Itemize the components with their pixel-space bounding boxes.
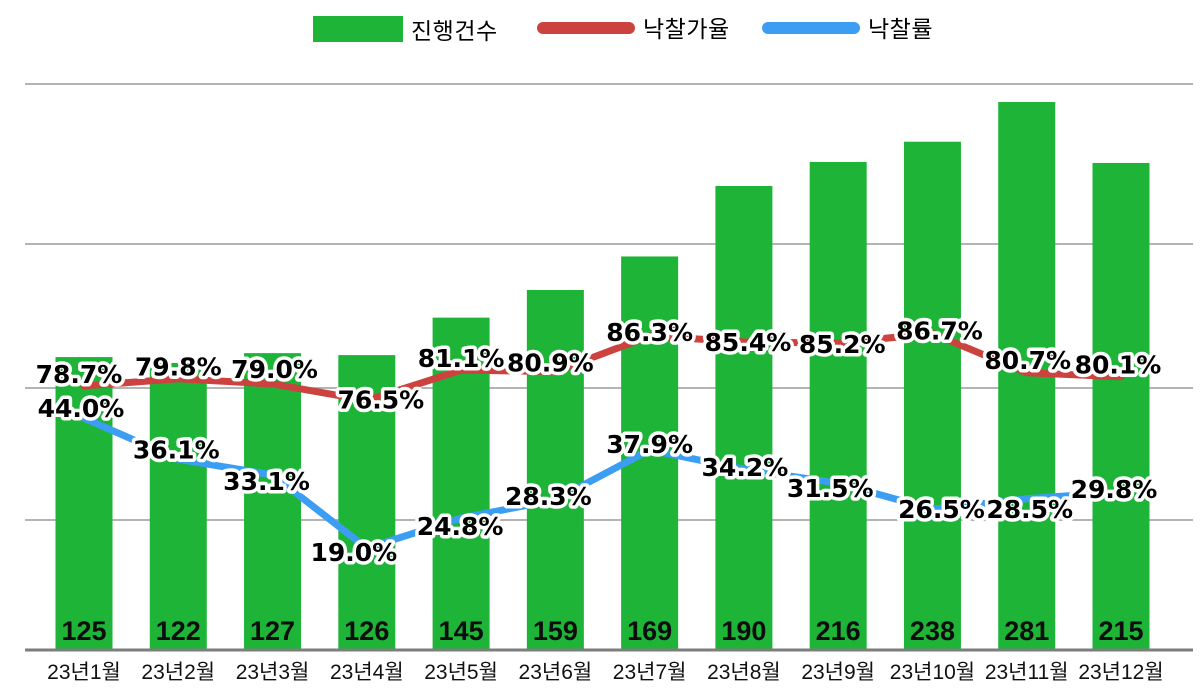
bid-rate-label: 28.3%: [505, 482, 592, 511]
bid-rate-label: 31.5%: [787, 474, 874, 503]
bar: [903, 141, 961, 650]
legend-label-bid-price-rate: 낙찰가율: [643, 16, 730, 42]
bar-value-label: 159: [533, 616, 578, 646]
bid-rate-label: 19.0%: [310, 538, 397, 567]
bid-price-rate-label: 80.9%: [507, 348, 594, 377]
bid-price-rate-label: 81.1%: [418, 344, 505, 373]
bid-rate-label: 24.8%: [417, 512, 504, 541]
bar-value-label: 216: [816, 616, 861, 646]
x-axis-tick-label: 23년9월: [801, 661, 875, 684]
bid-rate-label: 29.8%: [1071, 475, 1158, 504]
red-line-swatch-icon: [537, 22, 635, 34]
bar: [55, 357, 113, 650]
bid-price-rate-label: 79.0%: [231, 355, 318, 384]
x-axis-tick-label: 23년6월: [519, 661, 593, 684]
bar-value-label: 145: [439, 616, 484, 646]
bid-price-rate-line: [80, 329, 1125, 404]
bid-rate-line: [80, 414, 1125, 552]
bar-value-label: 281: [1004, 616, 1049, 646]
legend-label-bid-rate: 낙찰률: [868, 16, 933, 42]
x-axis-tick-label: 23년10월: [890, 661, 975, 684]
bid-rate-label: 28.5%: [986, 495, 1073, 524]
bar-value-label: 190: [721, 616, 766, 646]
x-axis-tick-label: 23년11월: [985, 661, 1069, 684]
bar: [1092, 162, 1150, 650]
bid-price-rate-label: 80.7%: [984, 346, 1071, 375]
bar-value-label: 126: [344, 616, 389, 646]
bar-value-label: 215: [1098, 616, 1143, 646]
bar: [715, 186, 773, 650]
x-axis-tick-label: 23년7월: [613, 661, 687, 684]
bid-rate-label: 26.5%: [898, 495, 985, 524]
bid-price-rate-label: 76.5%: [337, 385, 424, 414]
bid-rate-label: 37.9%: [606, 430, 693, 459]
bar-value-label: 122: [156, 616, 201, 646]
bar: [149, 363, 207, 650]
bid-price-rate-label: 85.4%: [705, 328, 792, 357]
green-bar-swatch-icon: [313, 16, 403, 42]
bid-price-rate-label: 86.7%: [896, 316, 983, 345]
bid-rate-label: 33.1%: [223, 467, 310, 496]
x-axis-tick-label: 23년3월: [236, 661, 310, 684]
legend: 진행건수 낙찰가율 낙찰률: [0, 0, 1200, 50]
legend-item-bid-price-rate: 낙찰가율: [537, 10, 730, 44]
bid-rate-label: 44.0%: [38, 394, 125, 423]
bid-price-rate-label: 86.3%: [606, 318, 693, 347]
x-axis-tick-label: 23년12월: [1078, 661, 1163, 684]
x-axis-tick-label: 23년8월: [707, 661, 781, 684]
bar-value-label: 127: [250, 616, 295, 646]
x-axis-tick-label: 23년5월: [424, 661, 498, 684]
bar: [244, 353, 302, 650]
bar: [338, 355, 396, 650]
blue-line-swatch-icon: [762, 22, 860, 34]
x-axis-tick-label: 23년4월: [330, 661, 404, 684]
bar: [526, 290, 584, 650]
bar-value-label: 169: [627, 616, 672, 646]
bid-price-rate-label: 80.1%: [1075, 351, 1162, 380]
legend-item-case-count: 진행건수: [313, 12, 498, 46]
bar-value-label: 125: [61, 616, 106, 646]
bar: [809, 162, 867, 650]
bid-rate-label: 34.2%: [702, 453, 789, 482]
legend-label-case-count: 진행건수: [411, 18, 498, 44]
x-axis-tick-label: 23년2월: [141, 661, 215, 684]
bid-rate-label: 36.1%: [133, 435, 220, 464]
x-axis-line: [25, 648, 1193, 652]
legend-item-bid-rate: 낙찰률: [762, 10, 933, 44]
bid-price-rate-label: 78.7%: [36, 360, 123, 389]
x-axis-tick-label: 23년1월: [47, 661, 121, 684]
bid-price-rate-label: 85.2%: [799, 330, 886, 359]
bar-value-label: 238: [910, 616, 955, 646]
bid-price-rate-label: 79.8%: [135, 353, 222, 382]
